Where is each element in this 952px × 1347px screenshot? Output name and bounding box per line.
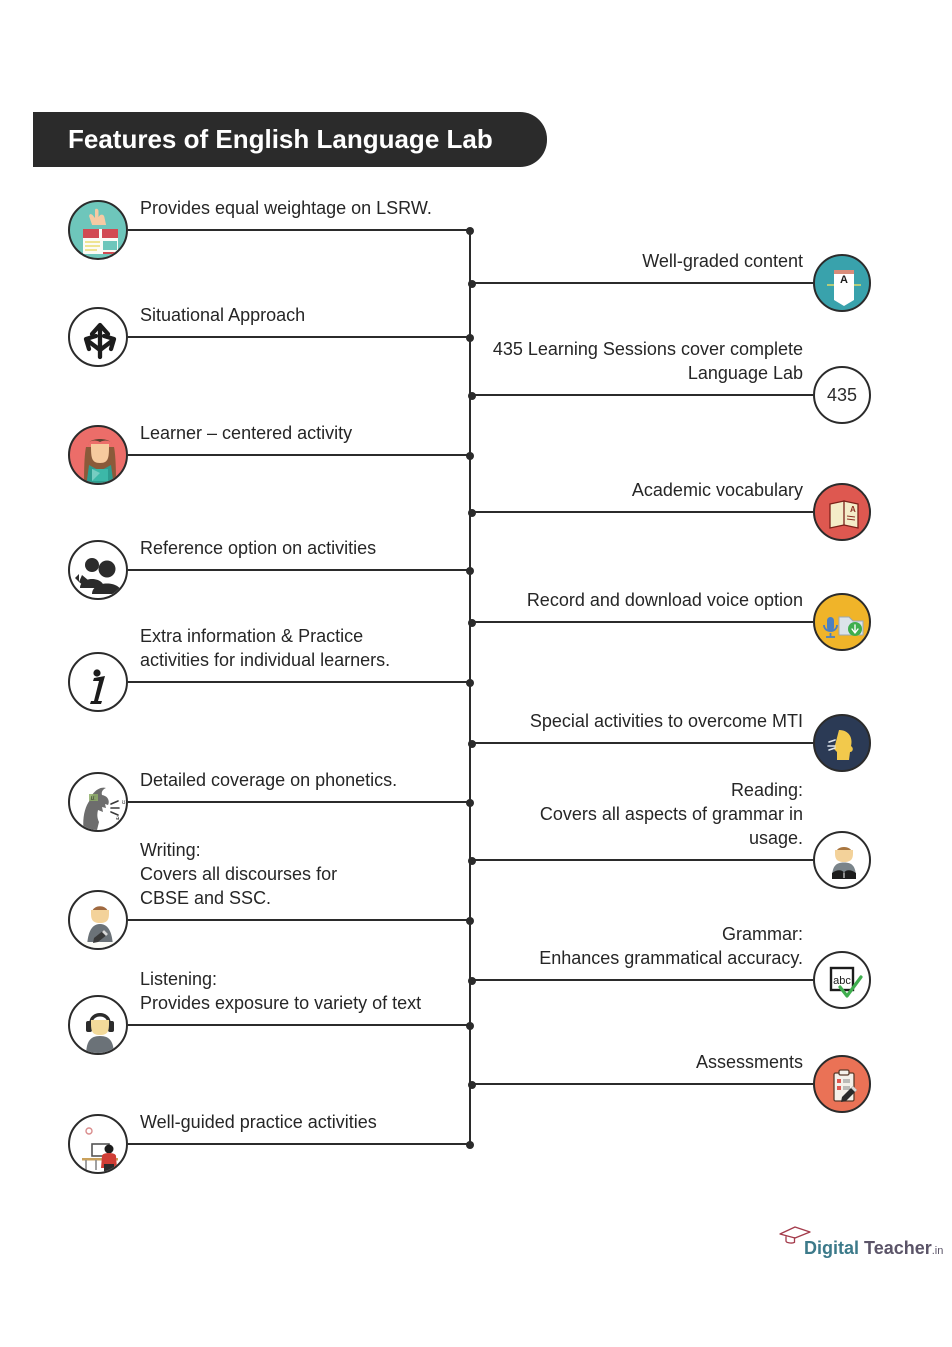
svg-text:A: A bbox=[840, 274, 848, 286]
svg-text:A: A bbox=[850, 505, 856, 514]
svg-text:ʊː: ʊː bbox=[122, 800, 127, 806]
svg-text:ʊː: ʊː bbox=[91, 796, 96, 802]
svg-text:abc: abc bbox=[833, 975, 851, 987]
svg-text:ə: ə bbox=[116, 816, 120, 822]
